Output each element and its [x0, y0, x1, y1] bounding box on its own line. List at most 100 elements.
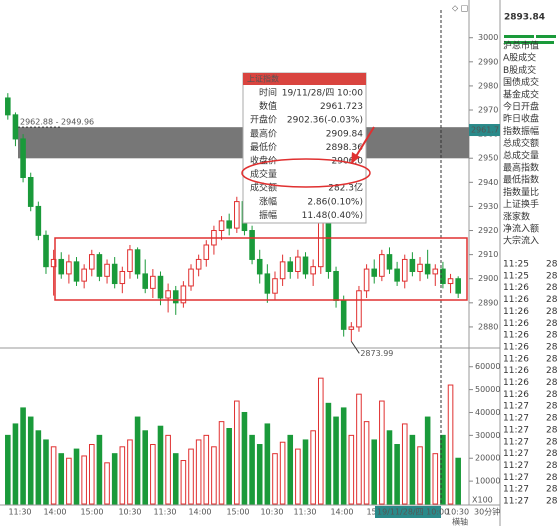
cursor-price: 2961.7 [471, 126, 499, 135]
tooltip-value: 2.86(0.10%) [307, 197, 363, 207]
side-time: 11:26 [503, 331, 529, 341]
volume-bar [12, 423, 19, 505]
candle-body [50, 258, 57, 268]
axis-button[interactable]: 横轴 [452, 517, 468, 526]
tooltip-title: 上证指数 [247, 74, 279, 84]
side-time: 11:26 [503, 319, 529, 329]
side-tick-value: 28 [546, 295, 558, 305]
side-time: 11:26 [503, 283, 529, 293]
side-tick-value: 28 [546, 319, 558, 329]
y-tick-label: 2920 [478, 226, 498, 235]
side-time: 11:27 [503, 414, 529, 424]
candle-body [66, 261, 72, 275]
side-label: 总成交额 [503, 137, 539, 149]
candle-body [12, 114, 19, 140]
candle-body [295, 256, 301, 272]
candle-body [27, 177, 34, 207]
volume-bar [172, 453, 179, 505]
candle-body [386, 254, 393, 270]
volume-bar [401, 423, 408, 505]
candle-body [127, 249, 133, 272]
tooltip-label: 开盘价 [250, 114, 277, 126]
volume-bar [218, 421, 225, 505]
candle-body [157, 275, 164, 299]
candle-body [195, 258, 202, 270]
candle-body [180, 285, 187, 304]
volume-bar [256, 444, 263, 505]
y-tick-label: 2980 [478, 81, 498, 90]
tooltip-value: 2909.84 [326, 129, 363, 139]
period: 30分钟 [474, 507, 500, 517]
volume-bar [317, 377, 324, 505]
side-tick-value: 28 [546, 390, 558, 400]
volume-bar [50, 446, 57, 505]
volume-bar [241, 411, 248, 505]
volume-bar [119, 446, 126, 505]
candle-body [203, 244, 210, 260]
volume-bar [127, 439, 133, 505]
volume-bar [379, 400, 385, 505]
tooltip-value: 11.48(0.40%) [302, 211, 363, 221]
volume-bar [180, 460, 187, 505]
volume-bar [165, 434, 171, 505]
side-label: 今日开盘 [503, 101, 539, 113]
side-time: 11:27 [503, 425, 529, 435]
tooltip-value: 2902.36(-0.03%) [287, 116, 363, 126]
tooltip-value: 2961.723 [320, 102, 363, 112]
y-tick-label: 2900 [478, 274, 498, 283]
volume-bar [432, 453, 439, 505]
volume-bar [150, 444, 156, 505]
highlight-ellipse [241, 158, 371, 188]
volume-bar [455, 457, 461, 505]
side-label: 昨日收盘 [503, 113, 539, 125]
volume-bar [295, 448, 301, 505]
arrow-head [351, 152, 360, 164]
side-time: 11:27 [503, 437, 529, 447]
side-time: 11:26 [503, 366, 529, 376]
candle-body [96, 254, 103, 277]
side-tick-value: 28 [546, 271, 558, 281]
y-tick-label: 3000 [478, 33, 498, 42]
highlight-box [54, 237, 468, 301]
volume-bar [333, 416, 339, 505]
side-tick-value: 28 [546, 307, 558, 317]
side-tick-value: 28 [546, 485, 558, 495]
side-label: 最低指数 [503, 174, 539, 186]
candle-body [348, 326, 355, 330]
side-bar [536, 35, 556, 38]
candle-body [188, 268, 194, 287]
y-tick-label: 2950 [478, 154, 498, 163]
candle-body [401, 258, 408, 282]
side-tick-value: 28 [546, 402, 558, 412]
side-label: 上证换手 [503, 198, 539, 210]
candle-body [88, 254, 95, 270]
volume-bar [188, 448, 194, 505]
volume-bar [96, 434, 103, 505]
candle-body [424, 263, 431, 275]
side-label: 基金成交 [503, 88, 539, 100]
tooltip-value: 2906.0 [332, 157, 364, 167]
candle-body [150, 275, 156, 289]
side-tick-value: 28 [546, 414, 558, 424]
volume-bar [310, 430, 316, 505]
volume-unit: X100 [472, 496, 493, 505]
candle-body [5, 97, 11, 116]
tooltip-header [243, 73, 366, 85]
candle-body [43, 234, 49, 268]
toolbar-icon[interactable]: ◇ □ [452, 4, 468, 13]
volume-bar [35, 430, 42, 505]
side-tick-value: 28 [546, 342, 558, 352]
volume-bar [88, 444, 95, 505]
candle-body [81, 268, 87, 282]
candle-body [302, 256, 309, 275]
side-time: 11:26 [503, 295, 529, 305]
tooltip [242, 72, 367, 224]
side-bar [504, 41, 554, 44]
volume-bar [348, 434, 355, 505]
candle-body [455, 278, 461, 294]
side-time: 11:26 [503, 307, 529, 317]
candle-body [20, 138, 26, 178]
candle-body [325, 220, 332, 272]
volume-bar [394, 444, 400, 505]
side-time: 11:27 [503, 473, 529, 483]
